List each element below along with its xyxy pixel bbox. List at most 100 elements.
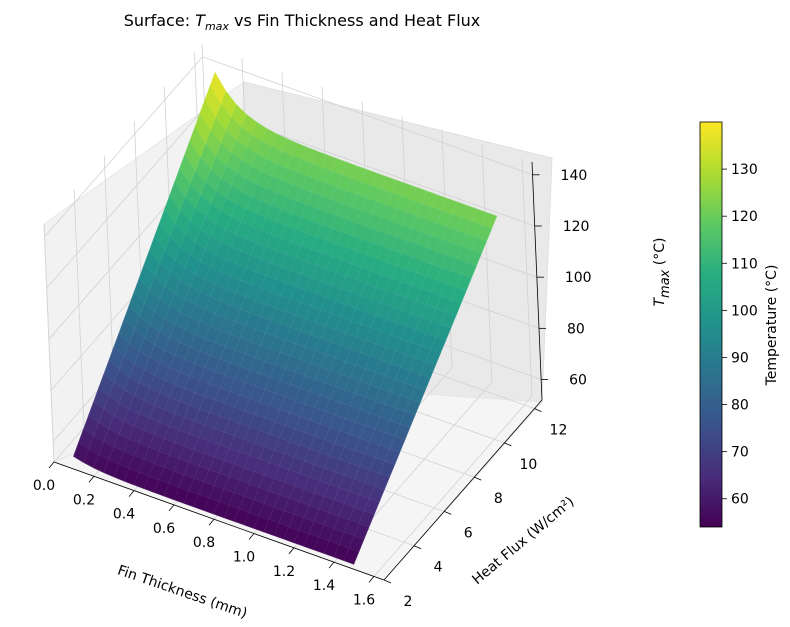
y-tick-mark (474, 476, 482, 481)
z-tick-label: 100 (565, 270, 592, 286)
y-tick-mark (444, 511, 452, 515)
surface-mesh-line (103, 114, 247, 473)
z-tick-label: 60 (569, 373, 587, 389)
colorbar-tick-label: 70 (731, 445, 749, 461)
surface-mesh-line (128, 305, 411, 428)
y-tick-label: 6 (464, 525, 473, 541)
surface-mesh-line (293, 194, 438, 543)
x-axis-label: Fin Thickness (mm) (115, 562, 249, 621)
colorbar (699, 121, 723, 528)
z-tick-label: 80 (567, 321, 585, 337)
x-tick-mark (368, 576, 375, 583)
y-tick-mark (413, 545, 422, 550)
surface-mesh-line (143, 138, 287, 489)
surface-mesh-line (103, 373, 385, 490)
surface-mesh-line (113, 122, 257, 477)
y-tick-label: 4 (434, 560, 443, 576)
x-tick-mark (288, 547, 295, 555)
surface-mesh-line (123, 319, 405, 441)
surface-mesh-line (139, 277, 421, 403)
surface-mesh-line (78, 442, 359, 552)
surface-mesh-line (123, 128, 267, 482)
surface-mesh-line (169, 195, 451, 329)
surface-mesh-line (263, 183, 408, 533)
surface-mesh-line (108, 360, 390, 478)
colorbar-ticks: 60 70 80 90 100 110 120 130 (722, 162, 758, 508)
surface-mesh-line (133, 291, 416, 416)
surface-mesh-line (83, 90, 226, 463)
surface-mesh-line (214, 72, 497, 217)
surface-mesh-line (189, 140, 472, 279)
surface-mesh-line (149, 250, 431, 378)
surface-mesh-line (353, 216, 498, 565)
surface-mesh-line (173, 151, 318, 500)
x-tick-label: 1.0 (233, 550, 255, 566)
colorbar-label: Temperature (°C) (764, 265, 780, 387)
surface-mesh-line (253, 180, 398, 529)
x-tick-mark (168, 504, 175, 512)
surface-mesh-line (273, 187, 418, 536)
z-axis-line (531, 161, 543, 401)
surface-mesh-line (73, 72, 216, 457)
grid-line-x (373, 158, 533, 577)
surface-mesh (73, 71, 498, 565)
x-axis-line (53, 461, 385, 581)
surface-mesh-line (193, 158, 338, 507)
x-tick-label: 1.6 (353, 592, 375, 608)
x-tick-label: 0.0 (33, 478, 55, 494)
colorbar-tick-label: 80 (731, 398, 749, 414)
x-tick-labels: 0.0 0.2 0.4 0.6 0.8 1.0 1.2 1.4 1.6 (33, 461, 375, 608)
x-tick-mark (88, 476, 95, 483)
surface-mesh-line (113, 346, 395, 465)
y-tick-label: 10 (519, 457, 537, 473)
surface-mesh-line (144, 264, 426, 391)
colorbar-tick-label: 130 (731, 162, 758, 178)
x-tick-mark (248, 533, 255, 540)
surface-mesh-line (323, 205, 468, 554)
surface-mesh-line (243, 176, 388, 525)
y-axis-label: Heat Flux (W/cm²) (469, 494, 577, 588)
x-tick-mark (48, 461, 55, 469)
surface-mesh-line (179, 168, 462, 304)
surface-mesh-line (174, 182, 457, 316)
surface-mesh-line (343, 212, 488, 561)
surface-mesh-line (118, 332, 400, 453)
y-axis-line (383, 399, 543, 581)
z-tick-label: 140 (561, 168, 588, 184)
surface-mesh-line (209, 86, 492, 229)
surface-mesh-line (93, 401, 375, 515)
x-tick-label: 0.6 (153, 521, 175, 537)
surface-mesh-line (303, 198, 448, 547)
x-tick-label: 0.8 (193, 535, 215, 551)
surface-mesh-line (313, 201, 458, 550)
surface-mesh-line (73, 456, 354, 565)
surface-mesh-line (133, 133, 277, 485)
surface-mesh-line (88, 414, 370, 528)
surface-mesh-line (83, 428, 365, 540)
surface-mesh-line (233, 173, 378, 522)
colorbar-tick-label: 110 (731, 256, 758, 272)
y-tick-label: 2 (404, 594, 413, 610)
surface-mesh-line (203, 162, 348, 511)
x-tick-label: 0.4 (113, 507, 135, 523)
surface-mesh-line (194, 127, 477, 267)
y-tick-mark (534, 408, 542, 412)
colorbar-tick-label: 120 (731, 209, 758, 225)
surface-mesh-line (154, 236, 436, 366)
colorbar-tick-label: 60 (731, 492, 749, 508)
x-tick-mark (208, 518, 215, 526)
x-tick-mark (128, 490, 135, 497)
surface-mesh-line (164, 209, 446, 341)
surface-cell (73, 442, 89, 463)
surface-mesh-line (204, 99, 487, 242)
chart-title: Surface: Tmax vs Fin Thickness and Heat … (124, 11, 481, 33)
surface-mesh-line (213, 165, 358, 515)
y-tick-label: 8 (494, 491, 503, 507)
x-tick-mark (328, 561, 335, 569)
y-tick-mark (504, 442, 512, 447)
surface-mesh-line (333, 208, 478, 558)
surface-mesh-line (159, 223, 441, 354)
colorbar-tick-label: 100 (731, 303, 758, 319)
z-axis-label: Tmax (°C) (652, 237, 673, 306)
